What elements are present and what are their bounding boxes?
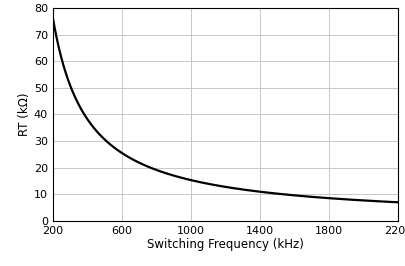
Y-axis label: RT (kΩ): RT (kΩ): [18, 93, 31, 136]
X-axis label: Switching Frequency (kHz): Switching Frequency (kHz): [147, 238, 303, 251]
